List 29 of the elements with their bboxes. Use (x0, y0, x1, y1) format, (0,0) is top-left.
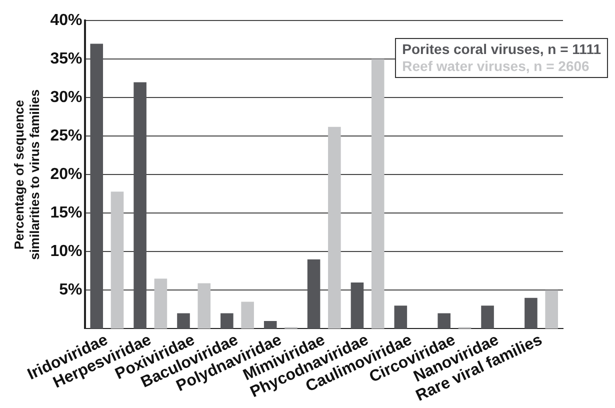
bar (154, 278, 168, 329)
bar (328, 126, 341, 329)
y-tick-label: 20% (50, 166, 82, 184)
y-tick-label: 40% (50, 12, 82, 30)
y-axis-title: Percentage of sequence similarities to virus families (11, 89, 42, 260)
bar (241, 302, 254, 329)
y-tick-label: 30% (50, 89, 82, 106)
bar (438, 313, 450, 329)
y-tick-label: 35% (50, 50, 82, 68)
bar (110, 192, 124, 329)
bar (394, 306, 408, 329)
bar (198, 283, 211, 329)
bar (481, 306, 494, 329)
bar (307, 259, 320, 329)
bar (350, 282, 364, 329)
bar (545, 290, 558, 329)
bar (264, 321, 277, 329)
bar (371, 59, 384, 329)
bar (220, 313, 234, 329)
bar (90, 44, 104, 329)
series-label: Reef water viruses, n = 2606 (402, 58, 590, 75)
text: Porites coral viruses, n = 1111 (402, 41, 601, 58)
y-tick-label: 25% (50, 128, 82, 145)
y-tick-label: 5% (59, 282, 82, 299)
y-tick-label: 10% (50, 243, 82, 260)
y-tick-label: 15% (50, 204, 82, 222)
bar (134, 82, 146, 329)
bar (524, 298, 538, 329)
bar (177, 313, 190, 329)
